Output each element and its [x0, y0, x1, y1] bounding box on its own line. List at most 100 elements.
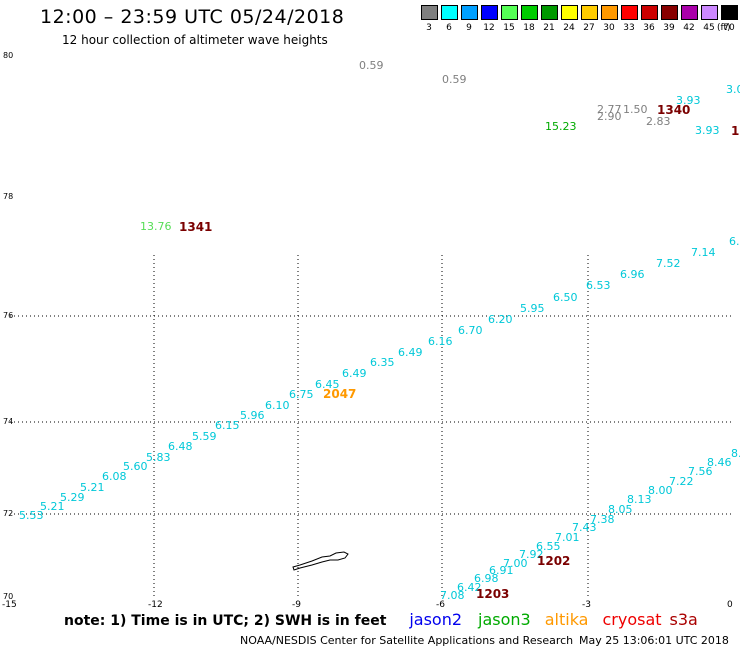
legend-swatch — [621, 5, 638, 20]
wave-height-value: 7.14 — [691, 246, 716, 259]
wave-height-value: 6.55 — [536, 540, 561, 553]
wave-height-value: 5.21 — [40, 500, 65, 513]
wave-height-value: 6.49 — [398, 346, 423, 359]
wave-height-value: 5.60 — [123, 460, 148, 473]
wave-height-value: 6.91 — [489, 564, 514, 577]
jan-mayen-island-outline — [292, 551, 349, 571]
wave-height-value: 7.01 — [555, 531, 580, 544]
legend-swatch — [501, 5, 518, 20]
wave-height-value: 6.49 — [342, 367, 367, 380]
wave-height-value: 5.83 — [146, 451, 171, 464]
wave-height-value: 3.93 — [676, 94, 701, 107]
longitude-label: 0 — [727, 600, 733, 610]
legend-swatch-label: 45 — [703, 23, 715, 33]
latitude-label: 72 — [3, 509, 14, 518]
map-subtitle: 12 hour collection of altimeter wave hei… — [62, 33, 328, 47]
legend-swatch-label: 9 — [466, 23, 472, 33]
wave-height-value: 7.08 — [440, 589, 465, 602]
legend-swatch-label: 33 — [623, 23, 635, 33]
wave-height-value: 6.42 — [457, 581, 482, 594]
wave-height-value: 6.10 — [265, 399, 290, 412]
legend-swatch-label: 70 — [723, 23, 735, 33]
pass-id-label: 1202 — [537, 554, 571, 568]
legend-unit: (ft) — [717, 23, 731, 33]
latitude-label: 74 — [3, 417, 14, 426]
pass-id-label: 1341 — [179, 220, 213, 234]
pass-id-label: 1203 — [476, 587, 510, 601]
legend-swatch-label: 18 — [523, 23, 535, 33]
wave-height-value: 6.70 — [458, 324, 483, 337]
longitude-label: -15 — [2, 600, 17, 610]
map-title: 12:00 – 23:59 UTC 05/24/2018 — [40, 6, 345, 28]
legend-swatch — [681, 5, 698, 20]
latitude-label: 70 — [3, 592, 14, 601]
legend-swatch-label: 27 — [583, 23, 595, 33]
wave-height-value: 5.21 — [80, 481, 105, 494]
legend-swatch-label: 21 — [543, 23, 555, 33]
credit-line: NOAA/NESDIS Center for Satellite Applica… — [240, 634, 574, 647]
longitude-label: -9 — [292, 600, 301, 610]
wave-height-value: 5.95 — [520, 302, 545, 315]
legend-swatch — [641, 5, 658, 20]
legend-swatch — [701, 5, 718, 20]
legend-swatch-label: 6 — [446, 23, 452, 33]
satellite-name-cryosat: cryosat — [602, 610, 662, 629]
legend-swatch — [481, 5, 498, 20]
wave-height-value: 8.00 — [648, 484, 673, 497]
wave-height-value: 7.52 — [656, 257, 681, 270]
wave-height-value: 7.43 — [572, 521, 597, 534]
wave-height-value: 13.76 — [140, 220, 172, 233]
wave-height-value: 7.38 — [590, 513, 615, 526]
legend-swatch — [661, 5, 678, 20]
legend-swatch — [581, 5, 598, 20]
pass-id-label: 1340 — [657, 103, 691, 117]
latitude-label: 76 — [3, 311, 14, 320]
wave-height-value: 7.92 — [519, 548, 544, 561]
wave-height-value: 6.45 — [315, 378, 340, 391]
wave-height-value: 6.20 — [488, 313, 513, 326]
wave-height-value: 3.93 — [695, 124, 720, 137]
wave-height-value: 6.16 — [428, 335, 453, 348]
legend-swatch — [541, 5, 558, 20]
legend-swatch — [521, 5, 538, 20]
wave-height-value: 5.59 — [192, 430, 217, 443]
pass-id-label: 1 — [731, 124, 740, 138]
satellite-name-jason3: jason3 — [478, 610, 531, 629]
wave-height-value: 6.15 — [215, 419, 240, 432]
wave-height-value: 1.50 — [623, 103, 648, 116]
wave-height-value: 2.90 — [597, 110, 622, 123]
legend-swatch — [601, 5, 618, 20]
legend-swatch — [561, 5, 578, 20]
wave-height-value: 6.75 — [289, 388, 314, 401]
legend-swatch-label: 12 — [483, 23, 495, 33]
wave-height-value: 0.59 — [442, 73, 467, 86]
wave-height-value: 8.46 — [707, 456, 732, 469]
satellite-legend: jason2 jason3 altika cryosat s3a — [391, 610, 698, 629]
legend-swatch-label: 42 — [683, 23, 695, 33]
wave-height-value: 2.83 — [646, 115, 671, 128]
wave-height-value: 3.0 — [726, 83, 740, 96]
wave-height-value: 8.4 — [731, 447, 740, 460]
legend-swatch — [721, 5, 738, 20]
wave-height-value: 6.35 — [370, 356, 395, 369]
wave-height-value: 6.08 — [102, 470, 127, 483]
legend-swatch-label: 3 — [426, 23, 432, 33]
footer-note-row: note: 1) Time is in UTC; 2) SWH is in fe… — [64, 610, 698, 629]
grid-lines — [10, 255, 733, 597]
satellite-name-jason2: jason2 — [409, 610, 463, 629]
legend-swatch-label: 36 — [643, 23, 655, 33]
wave-height-value: 2.77 — [597, 103, 622, 116]
legend-swatch — [421, 5, 438, 20]
wave-height-value: 6.48 — [168, 440, 193, 453]
wave-height-value: 5.29 — [60, 491, 85, 504]
wave-height-value: 15.23 — [545, 120, 577, 133]
wave-height-value: 7.00 — [503, 557, 528, 570]
wave-height-value: 7.56 — [688, 465, 713, 478]
longitude-label: -6 — [436, 600, 445, 610]
wave-height-value: 6.53 — [586, 279, 611, 292]
wave-height-value: 6.7 — [729, 235, 740, 248]
satellite-name-altika: altika — [544, 610, 589, 629]
legend-swatch-label: 15 — [503, 23, 515, 33]
wave-height-value: 0.59 — [359, 59, 384, 72]
